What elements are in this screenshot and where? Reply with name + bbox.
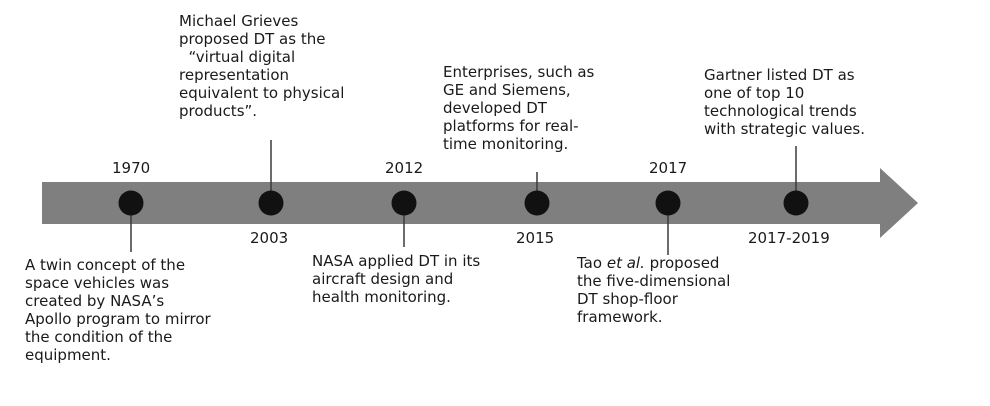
description-line: space vehicles was <box>25 274 170 292</box>
description-line: the condition of the <box>25 328 173 346</box>
description-line: proposed DT as the <box>179 30 326 48</box>
milestone-dot-2015 <box>524 190 550 216</box>
description-line-rest: proposed <box>649 254 720 272</box>
description-line: developed DT <box>443 99 547 117</box>
event-description-2017-2019: Gartner listed DT as one of top 10 techn… <box>704 66 865 138</box>
year-label-2017-2019: 2017-2019 <box>748 229 830 247</box>
description-line: equipment. <box>25 346 111 364</box>
description-line: with strategic values. <box>704 120 866 138</box>
description-line: NASA applied DT in its <box>312 252 481 270</box>
event-description-2012: NASA applied DT in its aircraft design a… <box>312 252 480 306</box>
description-line: equivalent to physical <box>179 84 345 102</box>
timeline-arrow-shaft <box>42 168 918 238</box>
description-line: GE and Siemens, <box>443 81 571 99</box>
year-label-1970: 1970 <box>112 159 151 177</box>
description-line: framework. <box>577 308 663 326</box>
description-line: Michael Grieves <box>179 12 299 30</box>
description-line: technological trends <box>704 102 857 120</box>
description-line: health monitoring. <box>312 288 451 306</box>
description-line: A twin concept of the <box>25 256 186 274</box>
author-name: Tao <box>577 254 603 272</box>
description-line: created by NASA’s <box>25 292 165 310</box>
milestone-dot-2012 <box>391 190 417 216</box>
description-line: the five-dimensional <box>577 272 731 290</box>
description-line: one of top 10 <box>704 84 805 102</box>
year-label-2015: 2015 <box>516 229 555 247</box>
description-line: time monitoring. <box>443 135 569 153</box>
event-description-2003: Michael Grieves proposed DT as the “virt… <box>179 12 344 120</box>
event-description-2015: Enterprises, such as GE and Siemens, dev… <box>443 63 594 153</box>
milestone-dot-2017 <box>655 190 681 216</box>
description-line: representation <box>179 66 290 84</box>
milestone-dot-2017-2019 <box>783 190 809 216</box>
description-line: Gartner listed DT as <box>704 66 855 84</box>
year-label-2017: 2017 <box>649 159 688 177</box>
event-description-2017: Tao et al. proposed the five-dimensional… <box>577 254 730 326</box>
description-line: DT shop-floor <box>577 290 678 308</box>
milestone-dot-1970 <box>118 190 144 216</box>
description-line: Tao et al. proposed <box>577 254 730 272</box>
description-line: aircraft design and <box>312 270 454 288</box>
year-label-2003: 2003 <box>250 229 289 247</box>
description-line: Apollo program to mirror <box>25 310 211 328</box>
event-description-1970: A twin concept of the space vehicles was… <box>25 256 211 364</box>
description-line: Enterprises, such as <box>443 63 595 81</box>
description-line: products”. <box>179 102 258 120</box>
description-line: platforms for real- <box>443 117 579 135</box>
year-label-2012: 2012 <box>385 159 424 177</box>
milestone-dot-2003 <box>258 190 284 216</box>
author-suffix: et al. <box>606 254 645 272</box>
description-line: “virtual digital <box>179 48 296 66</box>
